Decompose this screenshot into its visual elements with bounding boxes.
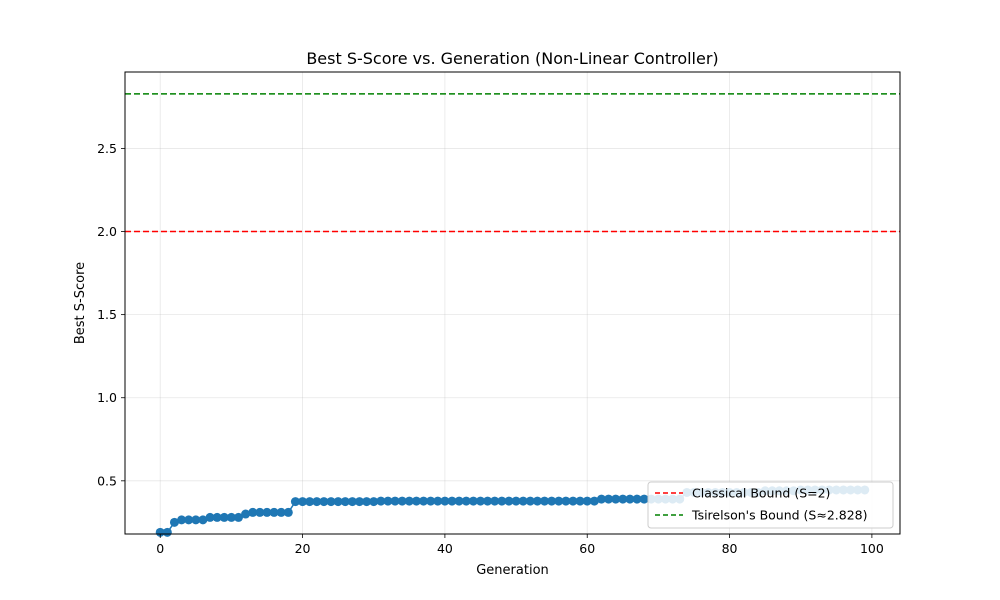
data-point xyxy=(362,497,372,507)
chart-title: Best S-Score vs. Generation (Non-Linear … xyxy=(306,49,718,68)
data-point xyxy=(511,496,521,506)
data-point xyxy=(568,496,578,506)
data-point xyxy=(461,496,471,506)
y-tick-label: 1.0 xyxy=(97,390,117,405)
legend-box xyxy=(647,481,894,529)
data-point xyxy=(354,497,364,507)
data-point xyxy=(632,494,642,504)
data-point xyxy=(326,497,336,507)
data-point xyxy=(596,494,606,504)
data-point xyxy=(604,494,614,504)
data-point xyxy=(525,496,535,506)
data-point xyxy=(426,496,436,506)
data-point xyxy=(582,496,592,506)
data-point xyxy=(369,497,379,507)
data-point xyxy=(625,494,635,504)
x-tick-label: 20 xyxy=(295,541,311,556)
data-point xyxy=(198,515,208,525)
x-tick-label: 60 xyxy=(579,541,595,556)
data-point xyxy=(411,496,421,506)
data-point xyxy=(255,507,265,517)
y-axis-label: Best S-Score xyxy=(73,262,88,344)
legend-label-classical: Classical Bound (S=2) xyxy=(692,486,830,501)
data-point xyxy=(262,507,272,517)
data-point xyxy=(547,496,557,506)
data-point xyxy=(212,512,222,522)
data-point xyxy=(205,512,215,522)
data-point xyxy=(440,496,450,506)
data-point xyxy=(169,517,179,527)
data-point xyxy=(589,496,599,506)
data-point xyxy=(219,512,229,522)
x-axis-ticks: 0 20 40 60 80 100 xyxy=(156,534,884,556)
legend: Classical Bound (S=2) Tsirelson's Bound … xyxy=(647,481,894,529)
data-point xyxy=(504,496,514,506)
plot-frame xyxy=(124,71,901,535)
data-point xyxy=(376,496,386,506)
x-tick-label: 0 xyxy=(156,541,164,556)
data-point xyxy=(554,496,564,506)
data-point xyxy=(618,494,628,504)
data-point xyxy=(611,494,621,504)
grid xyxy=(125,72,900,534)
data-point xyxy=(241,509,251,519)
data-point xyxy=(298,497,308,507)
data-point xyxy=(333,497,343,507)
data-point xyxy=(540,496,550,506)
data-point xyxy=(497,496,507,506)
x-tick-label: 100 xyxy=(860,541,884,556)
data-point xyxy=(490,496,500,506)
data-point xyxy=(184,515,194,525)
data-point xyxy=(177,515,187,525)
data-point xyxy=(639,494,649,504)
x-tick-label: 40 xyxy=(437,541,453,556)
legend-label-tsirelson: Tsirelson's Bound (S≈2.828) xyxy=(691,508,868,523)
data-point xyxy=(226,512,236,522)
data-point xyxy=(234,512,244,522)
data-point xyxy=(404,496,414,506)
data-point xyxy=(454,496,464,506)
data-point xyxy=(468,496,478,506)
data-point xyxy=(340,497,350,507)
data-point xyxy=(276,507,286,517)
y-axis-ticks: 0.5 1.0 1.5 2.0 2.5 xyxy=(97,141,125,488)
data-point xyxy=(155,527,165,537)
data-point xyxy=(319,497,329,507)
data-point xyxy=(483,496,493,506)
data-point xyxy=(390,496,400,506)
data-point xyxy=(518,496,528,506)
data-point xyxy=(561,496,571,506)
data-point xyxy=(383,496,393,506)
data-point xyxy=(419,496,429,506)
data-point xyxy=(575,496,585,506)
reference-lines xyxy=(125,93,900,233)
data-point xyxy=(283,507,293,517)
x-axis-label: Generation xyxy=(476,563,549,578)
data-point xyxy=(191,515,201,525)
data-point xyxy=(475,496,485,506)
y-tick-label: 2.0 xyxy=(97,224,117,239)
data-point xyxy=(305,497,315,507)
data-point xyxy=(290,497,300,507)
data-point xyxy=(269,507,279,517)
data-point xyxy=(312,497,322,507)
y-tick-label: 1.5 xyxy=(97,307,117,322)
data-point xyxy=(347,497,357,507)
data-point xyxy=(447,496,457,506)
y-tick-label: 2.5 xyxy=(97,141,117,156)
data-point xyxy=(532,496,542,506)
data-point xyxy=(162,527,172,537)
data-point xyxy=(248,507,258,517)
data-point xyxy=(397,496,407,506)
x-tick-label: 80 xyxy=(722,541,738,556)
y-tick-label: 0.5 xyxy=(97,473,117,488)
data-point xyxy=(433,496,443,506)
